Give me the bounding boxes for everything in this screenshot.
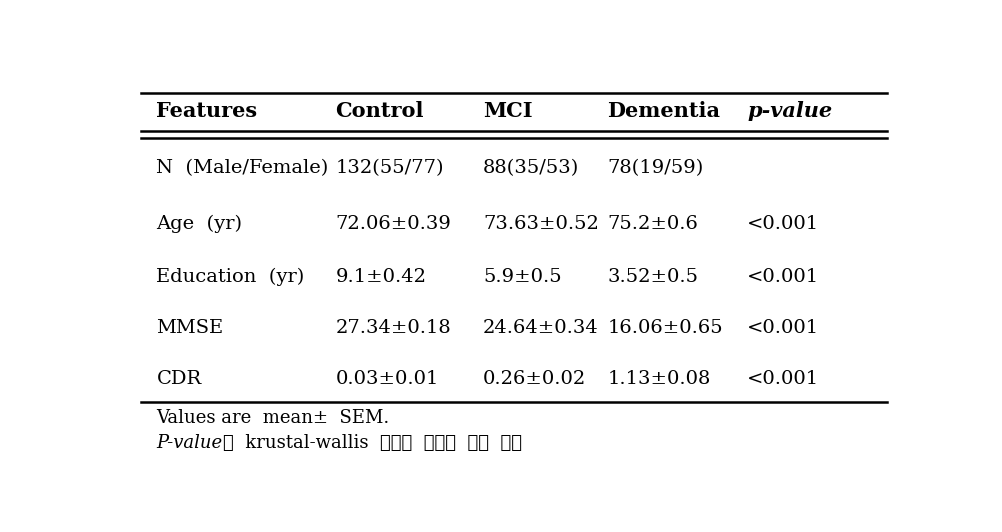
Text: CDR: CDR: [156, 370, 201, 388]
Text: MCI: MCI: [483, 101, 532, 121]
Text: N  (Male/Female): N (Male/Female): [156, 159, 329, 177]
Text: <0.001: <0.001: [746, 268, 819, 286]
Text: p-value: p-value: [746, 101, 832, 121]
Text: 72.06±0.39: 72.06±0.39: [335, 214, 451, 232]
Text: Values are  mean±  SEM.: Values are mean± SEM.: [156, 409, 390, 427]
Text: 1.13±0.08: 1.13±0.08: [607, 370, 710, 388]
Text: <0.001: <0.001: [746, 214, 819, 232]
Text: P-value: P-value: [156, 434, 222, 452]
Text: 는  krustal-wallis  비모수  검정을  통해  분석: 는 krustal-wallis 비모수 검정을 통해 분석: [222, 434, 521, 452]
Text: 5.9±0.5: 5.9±0.5: [483, 268, 561, 286]
Text: 75.2±0.6: 75.2±0.6: [607, 214, 697, 232]
Text: 24.64±0.34: 24.64±0.34: [483, 319, 598, 337]
Text: Age  (yr): Age (yr): [156, 214, 242, 232]
Text: Control: Control: [335, 101, 423, 121]
Text: Education  (yr): Education (yr): [156, 268, 305, 286]
Text: 27.34±0.18: 27.34±0.18: [335, 319, 451, 337]
Text: MMSE: MMSE: [156, 319, 223, 337]
Text: Features: Features: [156, 101, 258, 121]
Text: 73.63±0.52: 73.63±0.52: [483, 214, 598, 232]
Text: 3.52±0.5: 3.52±0.5: [607, 268, 697, 286]
Text: <0.001: <0.001: [746, 370, 819, 388]
Text: 132(55/77): 132(55/77): [335, 159, 443, 177]
Text: 16.06±0.65: 16.06±0.65: [607, 319, 722, 337]
Text: 78(19/59): 78(19/59): [607, 159, 702, 177]
Text: Dementia: Dementia: [607, 101, 719, 121]
Text: 0.03±0.01: 0.03±0.01: [335, 370, 438, 388]
Text: 0.26±0.02: 0.26±0.02: [483, 370, 585, 388]
Text: <0.001: <0.001: [746, 319, 819, 337]
Text: 9.1±0.42: 9.1±0.42: [335, 268, 426, 286]
Text: 88(35/53): 88(35/53): [483, 159, 578, 177]
